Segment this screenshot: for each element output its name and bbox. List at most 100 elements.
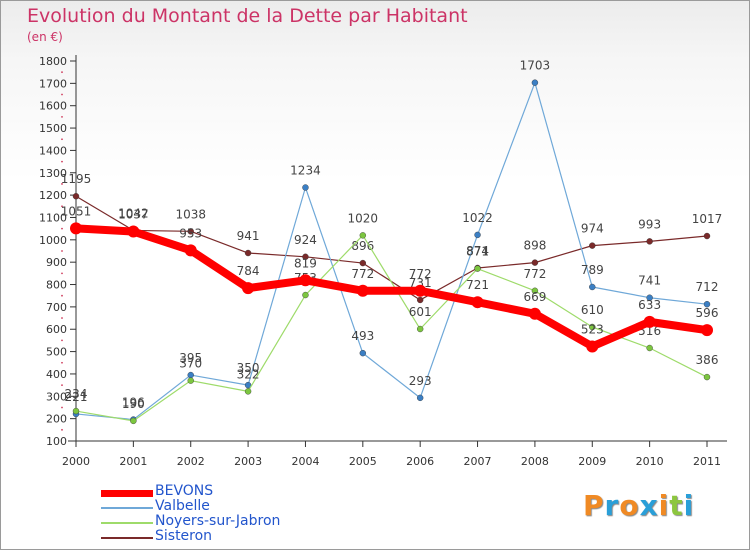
y-minor-dot: [61, 361, 63, 364]
data-label-bevons: 953: [179, 226, 202, 240]
data-label-noyers-sur-jabron: 772: [523, 267, 546, 281]
data-label-noyers-sur-jabron: 610: [581, 303, 604, 317]
data-point-valbelle: [589, 283, 596, 291]
legend-item-valbelle: Valbelle: [101, 498, 321, 515]
data-label-sisteron: 1017: [692, 212, 723, 226]
data-label-bevons: 1037: [118, 208, 149, 222]
data-label-sisteron: 993: [638, 217, 661, 231]
data-point-sisteron: [72, 193, 80, 200]
data-point-noyers-sur-jabron: [416, 325, 424, 333]
data-point-noyers-sur-jabron: [531, 287, 539, 294]
data-point-noyers-sur-jabron: [302, 291, 309, 299]
data-point-noyers-sur-jabron: [72, 407, 80, 415]
data-point-noyers-sur-jabron: [474, 265, 481, 272]
data-point-bevons: [643, 315, 656, 328]
data-point-noyers-sur-jabron: [130, 417, 137, 425]
x-tick-label: 2011: [693, 455, 721, 468]
data-label-noyers-sur-jabron: 322: [237, 367, 260, 381]
data-point-bevons: [471, 296, 484, 309]
data-point-sisteron: [244, 249, 252, 257]
data-label-valbelle: 1022: [462, 211, 493, 225]
y-minor-dot: [61, 384, 63, 387]
logo-letter: r: [604, 489, 620, 522]
y-minor-dot: [61, 138, 63, 141]
data-point-bevons: [184, 244, 197, 257]
chart-unit: (en €): [27, 30, 63, 44]
y-tick-label: 700: [46, 301, 67, 314]
data-point-noyers-sur-jabron: [244, 388, 252, 395]
y-tick-label: 300: [46, 390, 67, 403]
y-tick-label: 1200: [39, 189, 67, 202]
data-label-bevons: 523: [581, 322, 604, 336]
logo-letter: P: [583, 489, 605, 522]
data-point-noyers-sur-jabron: [646, 344, 653, 352]
data-point-bevons: [70, 222, 82, 235]
y-minor-dot: [61, 317, 63, 319]
legend-swatch-bevons: [101, 489, 153, 497]
data-label-valbelle: 350: [237, 361, 260, 375]
y-minor-dot: [61, 294, 63, 297]
series-line-noyers-sur-jabron: [75, 234, 708, 422]
data-point-bevons: [586, 340, 599, 353]
data-label-noyers-sur-jabron: 601: [409, 305, 432, 319]
data-label-noyers-sur-jabron: 871: [466, 245, 489, 259]
data-label-sisteron: 874: [466, 244, 489, 258]
data-label-valbelle: 712: [696, 280, 719, 294]
data-label-valbelle: 196: [122, 396, 145, 410]
logo-letter: t: [669, 489, 684, 522]
x-tick-label: 2009: [578, 455, 606, 468]
y-tick-label: 1500: [39, 122, 67, 135]
x-tick-label: 2003: [234, 455, 262, 468]
y-tick-label: 1000: [39, 234, 67, 247]
data-label-noyers-sur-jabron: 234: [65, 387, 88, 401]
y-minor-dot: [61, 428, 63, 431]
logo-letter: i: [683, 489, 695, 522]
data-point-bevons: [299, 274, 312, 287]
y-minor-dot: [61, 205, 63, 208]
data-label-noyers-sur-jabron: 370: [179, 357, 202, 371]
data-point-noyers-sur-jabron: [359, 232, 367, 239]
y-tick-label: 500: [46, 346, 67, 359]
data-point-valbelle: [646, 294, 653, 301]
data-point-valbelle: [187, 371, 194, 379]
x-tick-label: 2005: [349, 455, 377, 468]
data-point-sisteron: [589, 242, 596, 249]
y-tick-label: 400: [46, 368, 67, 381]
data-point-bevons: [414, 284, 427, 297]
data-label-noyers-sur-jabron: 386: [696, 353, 719, 367]
data-point-bevons: [127, 225, 140, 238]
y-tick-label: 800: [46, 279, 67, 292]
x-tick-label: 2010: [636, 455, 664, 468]
data-label-bevons: 772: [351, 267, 374, 281]
legend-label-bevons: BEVONS: [155, 483, 214, 499]
legend-item-bevons: BEVONS: [101, 483, 321, 500]
legend-swatch-valbelle: [101, 507, 153, 509]
y-tick-label: 100: [46, 435, 67, 448]
y-tick-label: 200: [46, 413, 67, 426]
data-point-bevons: [701, 324, 713, 337]
y-minor-dot: [61, 115, 63, 118]
x-tick-label: 2008: [521, 455, 549, 468]
y-tick-label: 1800: [39, 55, 67, 68]
data-label-sisteron: 941: [237, 229, 260, 243]
data-point-noyers-sur-jabron: [187, 377, 194, 384]
y-minor-dot: [61, 183, 63, 185]
data-point-valbelle: [302, 184, 309, 191]
legend-swatch-sisteron: [101, 537, 153, 539]
data-label-sisteron: 924: [294, 233, 317, 247]
y-minor-dot: [61, 406, 63, 409]
data-label-bevons: 784: [237, 264, 260, 278]
y-tick-label: 1400: [39, 144, 67, 157]
data-point-valbelle: [359, 349, 367, 357]
logo-letter: o: [619, 489, 640, 522]
legend-swatch-noyers-sur-jabron: [101, 522, 153, 524]
y-tick-label: 1700: [39, 77, 67, 90]
data-point-sisteron: [359, 259, 367, 267]
data-label-sisteron: 1038: [175, 207, 206, 221]
x-tick-label: 2002: [177, 455, 205, 468]
data-label-valbelle: 293: [409, 374, 432, 388]
data-point-valbelle: [474, 231, 481, 239]
data-label-valbelle: 221: [65, 390, 88, 404]
